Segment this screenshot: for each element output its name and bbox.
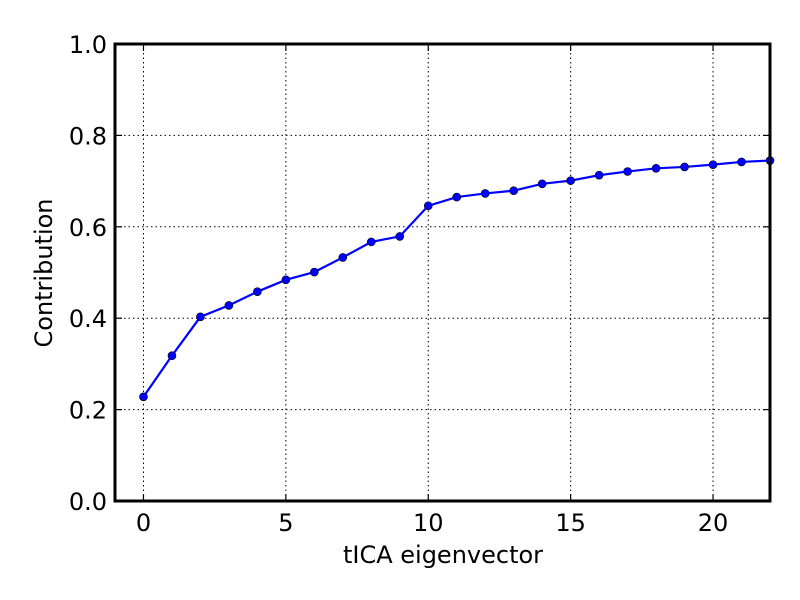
- y-tick-label: 0.2: [69, 397, 107, 425]
- data-point: [509, 186, 518, 195]
- x-tick-label: 20: [698, 509, 729, 537]
- x-tick-label: 15: [555, 509, 586, 537]
- data-point: [480, 189, 490, 198]
- axis-ticks: [115, 43, 770, 502]
- x-axis-title: tICA eigenvector: [343, 541, 543, 569]
- data-point: [367, 237, 376, 247]
- data-point: [281, 275, 291, 285]
- data-point: [452, 192, 462, 202]
- data-point: [338, 253, 348, 262]
- data-point: [708, 160, 718, 169]
- data-point: [566, 176, 575, 185]
- y-tick-label: 0.0: [69, 488, 107, 516]
- data-point: [423, 201, 433, 211]
- y-tick-label: 0.8: [69, 122, 107, 150]
- y-axis-title: Contribution: [30, 198, 58, 347]
- data-point: [623, 167, 632, 176]
- data-point: [139, 392, 148, 402]
- x-tick-label: 0: [136, 509, 151, 537]
- plot-frame: [113, 42, 772, 503]
- data-point: [395, 232, 405, 241]
- data-point: [253, 287, 262, 296]
- data-point: [224, 301, 234, 310]
- data-point: [651, 164, 661, 173]
- data-point: [167, 351, 177, 360]
- data-series: [139, 156, 775, 402]
- y-tick-label: 0.4: [69, 305, 107, 333]
- y-tick-labels: 0.0 0.2 0.4 0.6 0.8 1.0: [69, 31, 107, 516]
- x-tick-labels: 0 5 10 15 20: [136, 509, 728, 537]
- y-tick-label: 0.6: [69, 214, 107, 242]
- data-point: [196, 312, 205, 322]
- data-point: [737, 157, 746, 167]
- x-tick-label: 10: [413, 509, 444, 537]
- y-tick-label: 1.0: [69, 31, 107, 59]
- data-point: [594, 170, 604, 180]
- data-point: [680, 162, 689, 172]
- data-point: [537, 179, 547, 189]
- data-point: [310, 267, 319, 277]
- x-tick-label: 5: [278, 509, 293, 537]
